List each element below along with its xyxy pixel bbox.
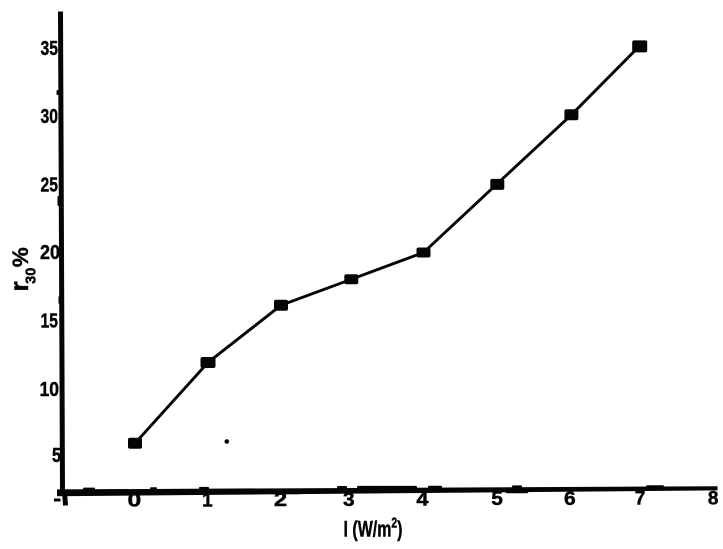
svg-text:6: 6 <box>564 489 576 510</box>
svg-text:4: 4 <box>416 489 429 510</box>
svg-text:15: 15 <box>41 311 59 333</box>
svg-text:20: 20 <box>40 242 60 264</box>
svg-text:I (W/m2): I (W/m2) <box>344 515 403 542</box>
svg-text:3: 3 <box>343 490 355 511</box>
svg-text:10: 10 <box>40 379 60 401</box>
svg-text:30: 30 <box>41 106 59 128</box>
svg-text:1: 1 <box>202 490 213 511</box>
svg-text:35: 35 <box>41 38 59 60</box>
svg-text:25: 25 <box>41 175 59 197</box>
svg-text:0: 0 <box>128 489 142 511</box>
svg-text:5: 5 <box>491 489 503 510</box>
svg-text:2: 2 <box>274 489 287 510</box>
svg-text:7: 7 <box>635 489 646 510</box>
svg-text:8: 8 <box>708 489 719 510</box>
svg-text:5: 5 <box>52 445 61 467</box>
